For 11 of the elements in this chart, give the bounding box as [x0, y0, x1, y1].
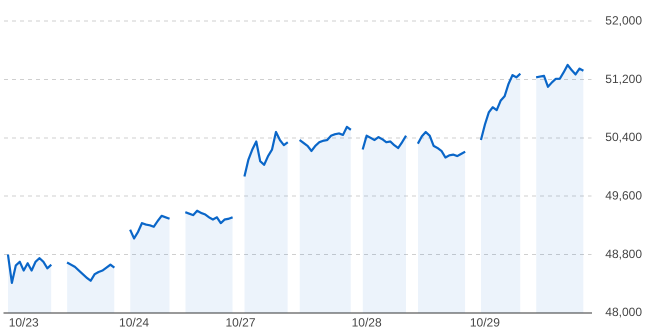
x-tick-label: 10/28 — [352, 315, 382, 330]
y-tick-label: 51,200 — [605, 72, 642, 86]
x-tick-label: 10/27 — [225, 315, 256, 330]
x-tick-label: 10/24 — [119, 315, 150, 330]
y-tick-label: 52,000 — [605, 14, 642, 28]
y-tick-label: 50,400 — [605, 130, 642, 144]
y-tick-label: 48,800 — [605, 246, 642, 261]
x-tick-label: 10/29 — [470, 315, 500, 330]
x-tick-label: 10/23 — [8, 315, 40, 330]
y-tick-label: 49,600 — [605, 188, 642, 202]
y-tick-label: 48,000 — [605, 305, 642, 320]
